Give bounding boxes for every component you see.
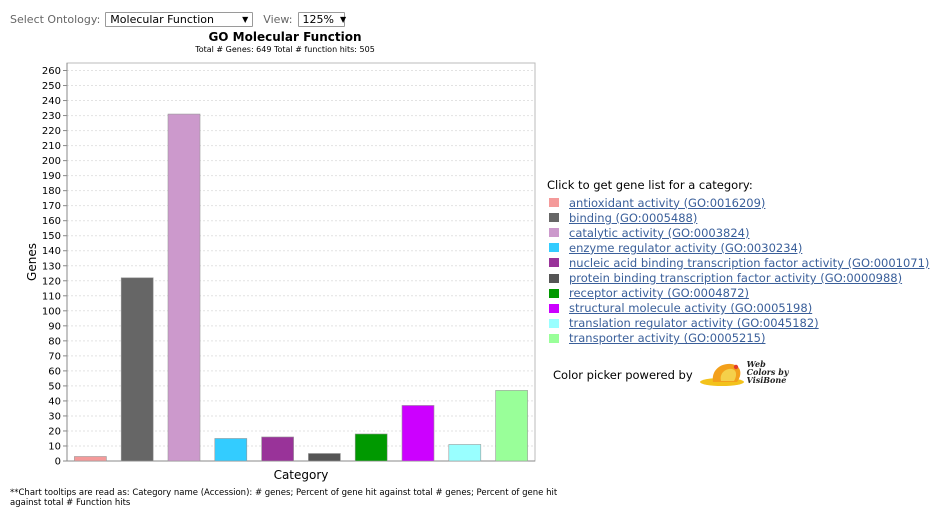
legend-link[interactable]: binding (GO:0005488) bbox=[569, 210, 698, 225]
x-axis-label: Category bbox=[274, 468, 329, 482]
y-tick-label: 60 bbox=[48, 366, 61, 377]
bar-chart: 0 10 20 30 40 50 60 70 80 90 100 110 120 130 140 150 160… bbox=[25, 62, 536, 482]
y-tick-label: 70 bbox=[48, 351, 61, 362]
bar[interactable]: catalytic activity (GO:0003824): 231 bbox=[167, 113, 201, 462]
legend-link[interactable]: enzyme regulator activity (GO:0030234) bbox=[569, 240, 803, 255]
legend-link[interactable]: transporter activity (GO:0005215) bbox=[569, 331, 766, 346]
y-tick-label: 110 bbox=[42, 291, 61, 302]
y-tick-label: 140 bbox=[42, 246, 61, 257]
ontology-label: Select Ontology: bbox=[10, 12, 101, 26]
bar[interactable]: binding (GO:0005488): 122 bbox=[120, 277, 154, 462]
y-tick-label: 190 bbox=[42, 171, 61, 182]
ontology-select-value: Molecular Function bbox=[110, 12, 214, 26]
legend-link[interactable]: antioxidant activity (GO:0016209) bbox=[569, 195, 766, 210]
legend-swatch bbox=[549, 198, 559, 208]
controls-bar: Select Ontology: Molecular Function ▼ Vi… bbox=[10, 9, 355, 29]
y-tick-label: 80 bbox=[48, 336, 61, 347]
legend-swatch bbox=[549, 258, 559, 268]
y-tick-label: 180 bbox=[42, 186, 61, 197]
legend-link[interactable]: protein binding transcription factor act… bbox=[569, 271, 903, 286]
bar[interactable]: antioxidant activity (GO:0016209): 3 bbox=[74, 456, 107, 462]
ontology-select[interactable]: Molecular Function ▼ bbox=[105, 11, 254, 27]
y-tick-label: 160 bbox=[42, 216, 61, 227]
view-select-value: 125% bbox=[302, 12, 334, 26]
chevron-down-icon: ▼ bbox=[242, 14, 249, 24]
legend-swatch bbox=[549, 318, 559, 328]
visibone-logo-text: Web Colors by VisiBone bbox=[746, 359, 789, 385]
y-tick-label: 210 bbox=[42, 141, 61, 152]
legend-link[interactable]: catalytic activity (GO:0003824) bbox=[569, 225, 750, 240]
y-tick-label: 250 bbox=[42, 81, 61, 92]
y-axis-label: Genes bbox=[25, 243, 39, 281]
y-tick-label: 170 bbox=[42, 201, 61, 212]
legend-title: Click to get gene list for a category: bbox=[547, 178, 753, 192]
legend: Click to get gene list for a category: a… bbox=[547, 178, 929, 346]
legend-item: catalytic activity (GO:0003824) bbox=[549, 225, 929, 240]
legend-swatch bbox=[549, 213, 559, 223]
legend-item: binding (GO:0005488) bbox=[549, 210, 929, 225]
y-tick-label: 20 bbox=[48, 426, 61, 437]
bar[interactable]: nucleic acid binding transcription facto… bbox=[261, 436, 294, 462]
color-picker-credit: Color picker powered by Web Colors by Vi… bbox=[553, 359, 789, 388]
y-tick-label: 50 bbox=[48, 381, 61, 392]
y-tick-label: 100 bbox=[42, 306, 61, 317]
y-tick-label: 30 bbox=[48, 411, 61, 422]
view-label: View: bbox=[263, 12, 293, 26]
legend-item: structural molecule activity (GO:0005198… bbox=[549, 301, 929, 316]
legend-link[interactable]: structural molecule activity (GO:0005198… bbox=[569, 301, 813, 316]
legend-item: translation regulator activity (GO:00451… bbox=[549, 316, 929, 331]
legend-item: antioxidant activity (GO:0016209) bbox=[549, 195, 929, 210]
legend-item: protein binding transcription factor act… bbox=[549, 270, 929, 285]
visibone-logo[interactable]: Web Colors by VisiBone bbox=[699, 359, 789, 388]
legend-swatch bbox=[549, 288, 559, 298]
y-tick-label: 150 bbox=[42, 231, 61, 242]
y-tick-label: 90 bbox=[48, 321, 61, 332]
y-tick-label: 120 bbox=[42, 276, 61, 287]
bar[interactable]: receptor activity (GO:0004872): 18 bbox=[354, 433, 388, 462]
legend-item: enzyme regulator activity (GO:0030234) bbox=[549, 240, 929, 255]
footnote: **Chart tooltips are read as: Category n… bbox=[10, 488, 558, 508]
y-tick-label: 240 bbox=[42, 96, 61, 107]
legend-swatch bbox=[549, 243, 559, 253]
legend-link[interactable]: translation regulator activity (GO:00451… bbox=[569, 316, 819, 331]
chevron-down-icon: ▼ bbox=[339, 14, 347, 24]
y-tick-label: 200 bbox=[42, 156, 61, 167]
legend-swatch bbox=[549, 303, 559, 313]
color-picker-text: Color picker powered by bbox=[553, 368, 693, 382]
chart-subtitle: Total # Genes: 649 Total # function hits… bbox=[195, 45, 375, 54]
legend-swatch bbox=[549, 228, 559, 238]
bar[interactable]: enzyme regulator activity (GO:0030234): … bbox=[214, 438, 248, 462]
legend-item: receptor activity (GO:0004872) bbox=[549, 286, 929, 301]
legend-item: nucleic acid binding transcription facto… bbox=[549, 255, 929, 270]
y-tick-label: 230 bbox=[42, 111, 61, 122]
bar[interactable]: structural molecule activity (GO:0005198… bbox=[401, 405, 435, 462]
y-tick-label: 260 bbox=[42, 66, 61, 77]
legend-items: antioxidant activity (GO:0016209) binding… bbox=[547, 195, 929, 346]
y-tick-label: 0 bbox=[55, 457, 61, 468]
bar[interactable]: protein binding transcription factor act… bbox=[308, 453, 341, 462]
view-select[interactable]: 125% ▼ bbox=[297, 11, 347, 27]
legend-link[interactable]: receptor activity (GO:0004872) bbox=[569, 286, 750, 301]
y-tick-label: 40 bbox=[48, 396, 61, 407]
visibone-logo-icon bbox=[699, 363, 744, 386]
y-tick-label: 10 bbox=[48, 441, 61, 452]
chart-title: GO Molecular Function bbox=[208, 30, 362, 44]
legend-swatch bbox=[549, 273, 559, 283]
legend-link[interactable]: nucleic acid binding transcription facto… bbox=[569, 255, 930, 270]
bar[interactable]: transporter activity (GO:0005215): 47 bbox=[495, 390, 528, 462]
y-tick-label: 130 bbox=[42, 261, 61, 272]
legend-item: transporter activity (GO:0005215) bbox=[549, 331, 929, 346]
bar[interactable]: translation regulator activity (GO:00451… bbox=[448, 444, 482, 462]
y-tick-label: 220 bbox=[42, 126, 61, 137]
legend-swatch bbox=[549, 333, 559, 343]
